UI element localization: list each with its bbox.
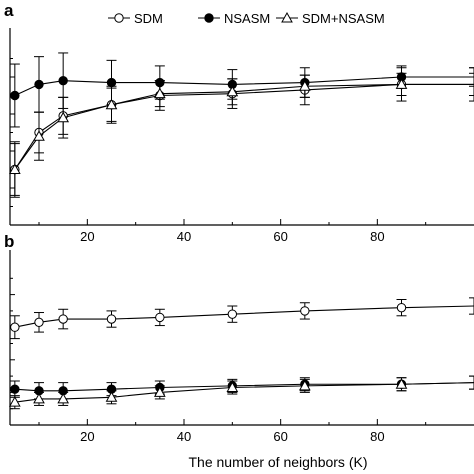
data-point xyxy=(57,111,70,123)
data-point xyxy=(396,302,407,313)
data-point xyxy=(106,77,117,88)
x-tick-label: 80 xyxy=(370,229,384,244)
data-point xyxy=(58,314,68,324)
x-axis-title: The number of neighbors (K) xyxy=(189,454,368,470)
data-point xyxy=(10,90,20,101)
x-tick-label: 60 xyxy=(273,229,287,244)
x-tick-label: 80 xyxy=(370,429,384,444)
data-point xyxy=(105,391,118,402)
data-point xyxy=(33,392,45,404)
data-point xyxy=(57,392,70,404)
x-tick-label: 20 xyxy=(80,229,94,244)
data-point xyxy=(226,381,239,393)
data-point xyxy=(58,76,68,86)
data-point xyxy=(155,312,165,323)
panel-label-a: a xyxy=(4,1,14,20)
data-point xyxy=(34,79,44,90)
data-point xyxy=(395,378,408,389)
legend-label: SDM xyxy=(134,11,163,26)
data-point xyxy=(153,386,166,397)
legend-marker xyxy=(114,13,124,23)
legend-label: SDM+NSASM xyxy=(302,11,385,26)
data-point xyxy=(298,80,311,91)
data-point xyxy=(8,163,21,174)
data-point xyxy=(33,130,45,141)
data-point xyxy=(106,314,117,324)
panel-a: a 20 40 60 80 xyxy=(4,1,474,244)
x-tick-label: 20 xyxy=(80,429,94,444)
data-point xyxy=(300,306,310,316)
series-nsasm xyxy=(9,52,474,128)
series-sdm xyxy=(9,297,474,340)
legend-label: NSASM xyxy=(224,11,270,26)
legend-marker xyxy=(204,13,214,23)
data-point xyxy=(34,317,44,328)
legend: SDM NSASM SDM+NSASM xyxy=(108,11,385,26)
data-point xyxy=(227,309,238,319)
series-sdm-nsasm xyxy=(8,72,474,196)
data-point xyxy=(10,322,20,332)
data-point xyxy=(10,384,20,394)
series-line xyxy=(14,83,474,170)
legend-marker xyxy=(281,11,293,23)
data-point xyxy=(395,78,408,89)
panel-label-b: b xyxy=(4,232,14,251)
x-tick-label: 60 xyxy=(273,429,287,444)
data-point xyxy=(226,85,239,97)
data-point xyxy=(8,396,21,407)
series-sdm-nsasm xyxy=(8,375,474,410)
data-point xyxy=(153,87,166,99)
x-tick-label: 40 xyxy=(177,429,191,444)
data-point xyxy=(298,379,311,391)
series-line xyxy=(14,83,474,170)
x-tick-label: 40 xyxy=(177,229,191,244)
data-point xyxy=(105,98,118,110)
